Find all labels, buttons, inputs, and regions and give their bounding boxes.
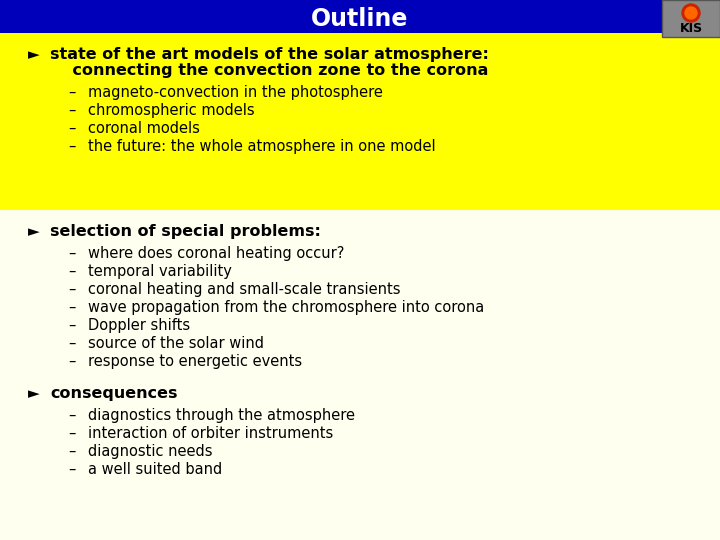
Text: where does coronal heating occur?: where does coronal heating occur?	[88, 246, 344, 261]
Text: –: –	[68, 139, 76, 154]
Text: –: –	[68, 85, 76, 100]
Text: –: –	[68, 103, 76, 118]
Text: diagnostic needs: diagnostic needs	[88, 444, 212, 459]
Text: response to energetic events: response to energetic events	[88, 354, 302, 369]
Text: –: –	[68, 354, 76, 369]
Bar	[0, 210, 720, 540]
Circle shape	[682, 4, 700, 22]
Text: –: –	[68, 300, 76, 315]
Text: –: –	[68, 121, 76, 136]
Text: ►: ►	[28, 387, 40, 402]
Text: –: –	[68, 444, 76, 459]
Bar	[0, 33, 720, 37]
Text: interaction of orbiter instruments: interaction of orbiter instruments	[88, 426, 333, 441]
Text: the future: the whole atmosphere in one model: the future: the whole atmosphere in one …	[88, 139, 436, 154]
Text: ►: ►	[28, 225, 40, 240]
Text: state of the art models of the solar atmosphere:: state of the art models of the solar atm…	[50, 47, 489, 62]
Text: Outline: Outline	[311, 6, 409, 30]
Text: diagnostics through the atmosphere: diagnostics through the atmosphere	[88, 408, 355, 423]
Text: coronal models: coronal models	[88, 121, 200, 136]
Text: –: –	[68, 408, 76, 423]
Text: KIS: KIS	[680, 22, 703, 35]
Text: –: –	[68, 336, 76, 351]
Text: –: –	[68, 318, 76, 333]
Circle shape	[685, 7, 697, 19]
Text: Doppler shifts: Doppler shifts	[88, 318, 190, 333]
Text: magneto-convection in the photosphere: magneto-convection in the photosphere	[88, 85, 383, 100]
Bar	[0, 0, 720, 37]
Text: coronal heating and small-scale transients: coronal heating and small-scale transien…	[88, 282, 400, 297]
Text: consequences: consequences	[50, 386, 178, 401]
Text: a well suited band: a well suited band	[88, 462, 222, 477]
Bar	[0, 37, 720, 210]
Text: source of the solar wind: source of the solar wind	[88, 336, 264, 351]
Text: selection of special problems:: selection of special problems:	[50, 224, 321, 239]
Text: –: –	[68, 246, 76, 261]
Text: connecting the convection zone to the corona: connecting the convection zone to the co…	[50, 63, 488, 78]
Text: temporal variability: temporal variability	[88, 264, 232, 279]
Text: –: –	[68, 264, 76, 279]
Text: chromospheric models: chromospheric models	[88, 103, 255, 118]
Text: –: –	[68, 462, 76, 477]
Text: –: –	[68, 426, 76, 441]
Text: wave propagation from the chromosphere into corona: wave propagation from the chromosphere i…	[88, 300, 485, 315]
Bar	[662, 0, 720, 37]
Text: ►: ►	[28, 48, 40, 63]
Text: –: –	[68, 282, 76, 297]
